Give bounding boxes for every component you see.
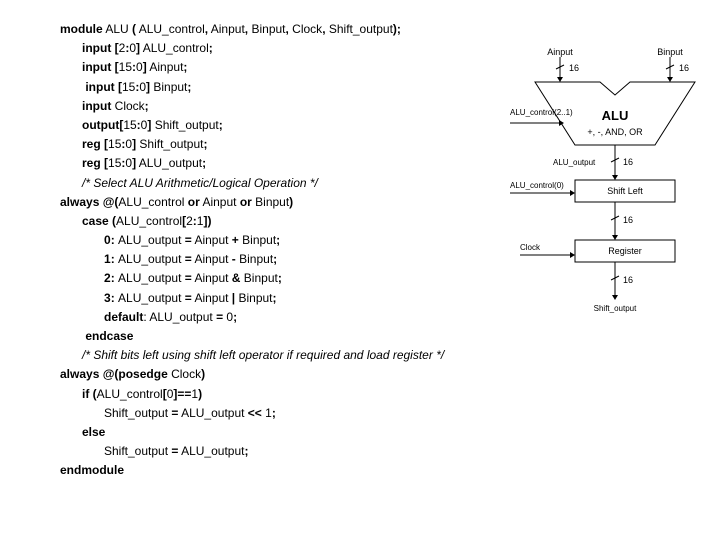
code-line: input [15:0] Ainput; xyxy=(60,58,480,77)
svg-text:16: 16 xyxy=(623,275,633,285)
code-line: endmodule xyxy=(60,461,480,480)
code-line: reg [15:0] ALU_output; xyxy=(60,154,480,173)
code-line: input Clock; xyxy=(60,97,480,116)
code-line: always @(posedge Clock) xyxy=(60,365,480,384)
svg-text:ALU: ALU xyxy=(602,108,629,123)
code-line: /* Select ALU Arithmetic/Logical Operati… xyxy=(60,174,480,193)
code-line: case (ALU_control[2:1]) xyxy=(60,212,480,231)
svg-text:16: 16 xyxy=(623,215,633,225)
code-line: input [15:0] Binput; xyxy=(60,78,480,97)
code-line: Shift_output = ALU_output; xyxy=(60,442,480,461)
svg-text:Shift_output: Shift_output xyxy=(594,304,637,313)
svg-text:16: 16 xyxy=(623,157,633,167)
svg-text:16: 16 xyxy=(679,63,689,73)
svg-text:ALU_control(2..1): ALU_control(2..1) xyxy=(510,108,573,117)
code-line: default: ALU_output = 0; xyxy=(60,308,480,327)
alu-block-diagram: Ainput Binput 16 16 ALU +, -, AND, OR AL… xyxy=(505,45,705,345)
svg-text:Register: Register xyxy=(608,246,642,256)
svg-text:Clock: Clock xyxy=(520,243,541,252)
svg-text:Binput: Binput xyxy=(657,47,683,57)
code-line: 0: ALU_output = Ainput + Binput; xyxy=(60,231,480,250)
svg-text:16: 16 xyxy=(569,63,579,73)
code-line: 3: ALU_output = Ainput | Binput; xyxy=(60,289,480,308)
code-line: output[15:0] Shift_output; xyxy=(60,116,480,135)
code-line: else xyxy=(60,423,480,442)
code-line: 2: ALU_output = Ainput & Binput; xyxy=(60,269,480,288)
svg-text:Shift Left: Shift Left xyxy=(607,186,643,196)
svg-text:+, -, AND, OR: +, -, AND, OR xyxy=(587,127,643,137)
svg-text:ALU_output: ALU_output xyxy=(553,158,596,167)
code-line: reg [15:0] Shift_output; xyxy=(60,135,480,154)
code-line: 1: ALU_output = Ainput - Binput; xyxy=(60,250,480,269)
code-line: always @(ALU_control or Ainput or Binput… xyxy=(60,193,480,212)
svg-text:ALU_control(0): ALU_control(0) xyxy=(510,181,564,190)
code-line: module ALU ( ALU_control, Ainput, Binput… xyxy=(60,20,480,39)
svg-text:Ainput: Ainput xyxy=(547,47,573,57)
code-line: Shift_output = ALU_output << 1; xyxy=(60,404,480,423)
code-line: input [2:0] ALU_control; xyxy=(60,39,480,58)
code-block: module ALU ( ALU_control, Ainput, Binput… xyxy=(60,20,480,481)
code-line: if (ALU_control[0]==1) xyxy=(60,385,480,404)
code-line: endcase xyxy=(60,327,480,346)
code-line: /* Shift bits left using shift left oper… xyxy=(60,346,480,365)
